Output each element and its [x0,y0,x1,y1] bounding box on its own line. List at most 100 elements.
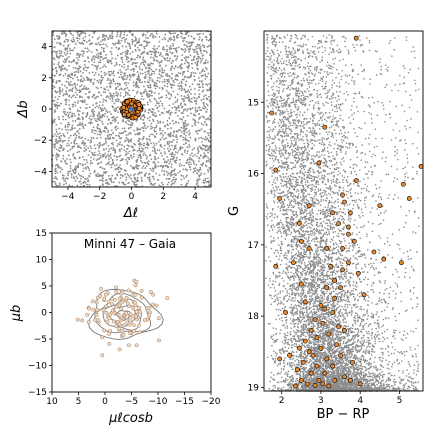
field-star-point [68,185,71,187]
field-star-point [113,95,115,98]
field-star-point [146,70,149,73]
field-star-point [149,50,152,53]
field-star-point [166,78,168,81]
field-star-point [378,252,381,254]
field-star-point [205,165,208,168]
field-star-point [173,55,176,58]
field-star-point [180,59,183,62]
field-star-point [54,143,57,146]
field-star-point [152,51,155,54]
field-star-point [79,174,81,177]
field-star-point [194,111,197,113]
field-star-point [176,136,178,139]
field-star-point [110,122,113,124]
field-star-point [284,175,287,178]
field-star-point [129,75,132,77]
field-star-point [170,171,173,174]
field-star-point [87,154,90,156]
field-star-point [142,119,145,121]
field-star-point [171,119,174,122]
pm-member-point [124,295,129,300]
field-star-point [107,89,110,92]
field-star-point [53,86,56,89]
field-star-point [269,215,271,218]
field-star-point [209,54,211,56]
field-star-point [315,249,317,251]
field-star-point [185,174,188,177]
field-star-point [133,149,136,152]
field-star-point [131,58,134,61]
field-star-point [60,122,62,125]
field-star-point [63,68,66,70]
field-star-point [108,73,111,76]
field-star-point [82,170,85,173]
field-star-point [159,113,161,116]
field-star-point [166,82,169,85]
field-star-point [86,67,89,69]
field-star-point [202,179,205,182]
field-star-point [205,38,208,41]
field-star-point [118,143,121,146]
field-star-point [191,83,194,86]
y-tick-label: −10 [28,362,47,372]
field-star-point [161,75,164,78]
field-star-point [150,127,152,130]
field-star-point [176,36,179,39]
field-star-point [357,319,359,321]
field-star-point [175,121,177,124]
field-star-point [165,53,167,56]
field-star-point [270,247,273,250]
field-star-point [368,263,370,266]
field-star-point [58,36,61,39]
field-star-point [158,73,161,76]
pm-member-point [120,299,125,304]
field-star-point [161,38,164,41]
field-star-point [184,108,187,111]
field-star-point [284,146,287,149]
field-star-point [100,55,103,58]
field-star-point [104,74,106,76]
field-star-point [278,188,281,191]
field-star-point [147,160,150,162]
field-star-point [188,143,191,146]
field-star-point [201,163,204,166]
field-star-point [175,130,178,133]
field-star-point [272,334,275,336]
field-star-point [153,148,156,151]
field-star-point [413,364,416,367]
field-star-point [168,140,171,143]
field-star-point [97,73,100,76]
field-star-point [99,51,102,54]
field-star-point [133,95,136,98]
field-star-point [187,89,190,92]
field-star-point [88,34,91,37]
field-star-point [189,161,191,164]
field-star-point [115,42,117,45]
field-star-point [53,58,56,61]
field-star-point [90,147,93,150]
field-star-point [183,103,186,105]
field-star-point [199,48,202,50]
field-star-point [166,165,169,168]
field-star-point [86,183,88,186]
field-star-point [205,149,207,152]
field-star-point [203,44,206,47]
pm-member-point [117,322,122,327]
field-star-point [165,160,168,163]
field-star-point [163,48,166,51]
field-star-point [281,319,284,322]
field-star-point [124,183,127,186]
field-star-point [157,102,160,104]
field-star-point [142,63,145,66]
field-star-point [180,178,183,181]
field-star-point [111,98,114,100]
field-star-point [82,37,85,40]
field-star-point [183,57,186,59]
field-star-point [143,152,146,154]
field-star-point [186,56,189,59]
field-star-point [104,137,107,140]
field-star-point [309,69,311,72]
field-star-point [137,73,140,76]
field-star-point [89,121,92,124]
y-tick-label: 15 [36,229,47,239]
